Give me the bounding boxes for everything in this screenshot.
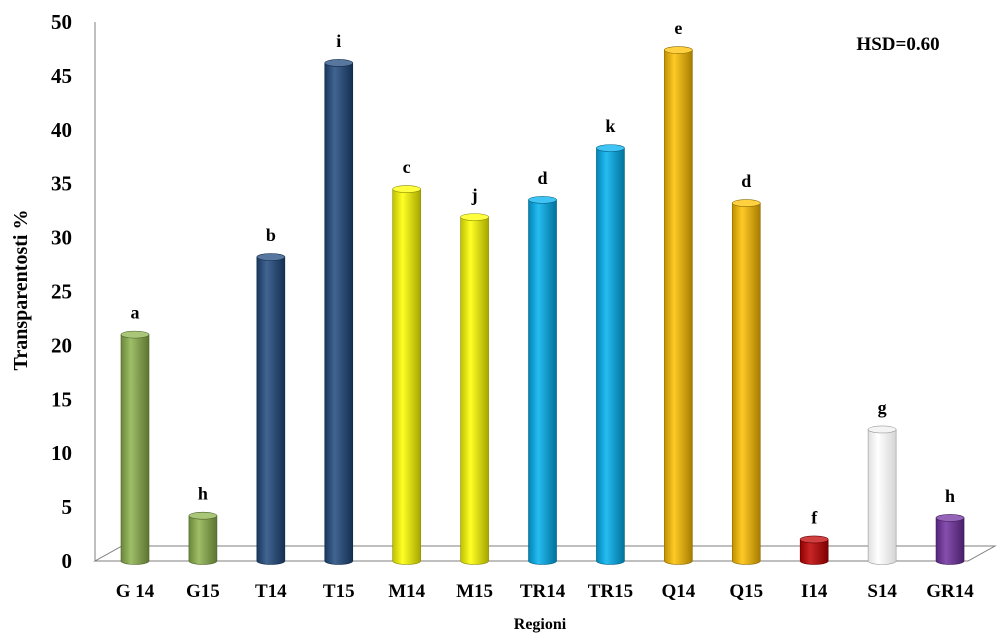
category-label: M14	[388, 581, 425, 602]
category-label: GR14	[926, 581, 974, 602]
bar	[731, 199, 761, 565]
category-label: Q15	[729, 581, 763, 602]
significance-letter: h	[198, 484, 208, 504]
y-tick-label: 10	[51, 441, 72, 465]
bar	[528, 196, 557, 565]
bar	[596, 144, 625, 565]
y-tick-label: 40	[51, 118, 72, 142]
y-tick-labels: 0 5 10 15 20 25 30 35 40 45 50	[51, 10, 72, 573]
category-labels: G 14 G15 T14 T15 M14 M15 TR14 TR15 Q14 Q15 I14 S14 G…	[116, 581, 975, 602]
y-tick-label: 25	[51, 280, 72, 304]
category-label: S14	[867, 581, 897, 602]
y-tick-label: 20	[51, 333, 72, 357]
y-tick-label: 45	[51, 64, 72, 88]
bar	[935, 514, 965, 565]
category-label: T14	[255, 581, 287, 602]
significance-letter: g	[878, 397, 887, 417]
y-tick-label: 50	[51, 10, 72, 34]
significance-letter: d	[538, 168, 548, 188]
bar	[120, 330, 150, 565]
significance-letter: k	[605, 116, 615, 136]
bar	[799, 535, 829, 565]
bars	[120, 46, 965, 565]
significance-letter: h	[945, 486, 955, 506]
category-label: Q14	[661, 581, 695, 602]
significance-letter: j	[471, 185, 478, 205]
bar	[460, 213, 489, 565]
significance-letter: a	[131, 303, 140, 323]
significance-letter: c	[403, 157, 411, 177]
y-axis-title: Transparentosti %	[10, 210, 32, 371]
category-label: TR15	[588, 581, 633, 602]
category-label: TR14	[520, 581, 566, 602]
significance-letter: i	[336, 31, 341, 51]
category-label: G15	[186, 581, 220, 602]
significance-letter: f	[811, 507, 818, 527]
bar	[324, 59, 354, 565]
bar	[188, 511, 218, 565]
category-label: M15	[456, 581, 493, 602]
y-tick-label: 30	[51, 226, 72, 250]
y-tick-label: 35	[51, 172, 72, 196]
significance-letters: a h b i c j d k e d f g h	[131, 18, 956, 527]
x-axis-title: Regioni	[514, 616, 567, 633]
category-label: T15	[323, 581, 355, 602]
bar	[392, 185, 421, 565]
y-tick-label: 0	[62, 549, 73, 573]
significance-letter: d	[741, 171, 751, 191]
bar	[256, 253, 286, 565]
significance-letter: e	[674, 18, 682, 38]
y-tick-label: 15	[51, 387, 72, 411]
bar	[664, 46, 693, 565]
category-label: I14	[801, 581, 828, 602]
y-tick-label: 5	[62, 495, 73, 519]
hsd-annotation: HSD=0.60	[856, 34, 939, 55]
bar	[867, 425, 897, 565]
significance-letter: b	[266, 225, 276, 245]
category-label: G 14	[116, 581, 155, 602]
